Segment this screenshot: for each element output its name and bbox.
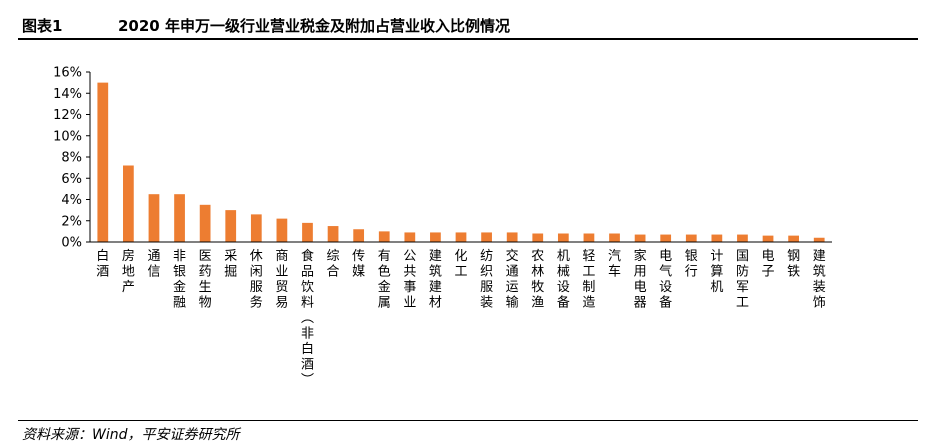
figure-label: 图表1 [22, 17, 63, 35]
bar [685, 234, 697, 242]
x-tick-label: 汽车 [608, 249, 621, 280]
bar [711, 234, 723, 242]
x-tick-label: 计算机 [710, 249, 723, 295]
x-tick-label: 休闲服务 [250, 249, 263, 311]
x-tick-label: 采掘 [224, 249, 237, 280]
source-footer: 资料来源：Wind，平安证券研究所 [18, 420, 918, 443]
bar [532, 233, 544, 242]
bar [430, 232, 441, 242]
x-tick-label: 房地产 [122, 248, 135, 295]
bar [634, 234, 646, 242]
y-tick-label: 2% [61, 214, 82, 229]
bar [609, 233, 620, 242]
x-tick-label: 建筑装饰 [813, 249, 826, 311]
x-tick-label: 轻工制造 [582, 249, 595, 311]
bar [302, 222, 313, 242]
figure-header: 图表1 2020 年申万一级行业营业税金及附加占营业收入比例情况 [18, 12, 918, 40]
x-tick-label: 电子 [762, 249, 775, 280]
x-tick-label: 农林牧渔 [531, 249, 544, 311]
y-tick-label: 10% [53, 129, 82, 144]
bar [123, 165, 134, 242]
x-tick-label: 机械设备 [557, 249, 570, 311]
bar [813, 237, 825, 242]
x-tick-label: 国防军工 [736, 249, 749, 311]
y-tick-label: 8% [61, 151, 82, 166]
x-tick-label: 商业贸易 [275, 249, 288, 311]
x-tick-label: 非银金融 [173, 249, 186, 311]
x-tick-label: 电气设备 [659, 249, 672, 311]
x-tick-label: 家用电器 [634, 248, 647, 311]
x-tick-label: 食品饮料︵非白酒︶ [301, 248, 314, 388]
x-tick-label: 白酒 [96, 248, 109, 280]
y-tick-label: 14% [53, 87, 82, 102]
bar [788, 235, 799, 242]
x-tick-label: 纺织服装 [480, 249, 493, 311]
y-tick-label: 0% [61, 236, 82, 251]
bar [378, 231, 390, 242]
y-axis: 0% 2% 4% 6% 8% 10% 12% 14% 16% [53, 66, 91, 251]
bar [557, 233, 569, 242]
bar [353, 229, 365, 242]
bar [506, 232, 518, 242]
bar [481, 232, 492, 242]
bar [148, 194, 160, 242]
bar [225, 210, 237, 242]
y-tick-label: 12% [53, 108, 82, 123]
bar [660, 234, 672, 242]
x-tick-label: 建筑建材 [429, 249, 442, 311]
bar [762, 235, 774, 242]
x-tick-label: 公共事业 [403, 249, 416, 311]
bar [250, 214, 262, 242]
bar [199, 204, 211, 242]
x-tick-label: 传媒 [352, 249, 365, 280]
x-tick-label: 银行 [685, 249, 698, 280]
figure-title: 2020 年申万一级行业营业税金及附加占营业收入比例情况 [118, 17, 510, 35]
x-tick-label: 有色金属 [378, 249, 391, 311]
bar [583, 233, 595, 242]
bar [174, 194, 185, 242]
bars [97, 82, 825, 242]
x-tick-label: 化工 [454, 249, 467, 280]
bar [327, 226, 339, 242]
y-tick-label: 16% [53, 66, 82, 81]
x-tick-label: 医药生物 [199, 249, 212, 311]
x-tick-label: 钢铁 [787, 249, 800, 280]
bar [276, 218, 288, 242]
source-note: 资料来源：Wind，平安证券研究所 [22, 427, 240, 443]
bar [404, 232, 416, 242]
y-tick-label: 6% [61, 172, 82, 187]
bar [97, 82, 109, 242]
x-tick-label: 通信 [147, 249, 160, 280]
x-tick-label: 交通运输 [506, 248, 519, 311]
y-tick-label: 4% [61, 193, 82, 208]
bar [737, 234, 748, 242]
bar [455, 232, 467, 242]
x-tick-label: 综合 [327, 249, 340, 280]
